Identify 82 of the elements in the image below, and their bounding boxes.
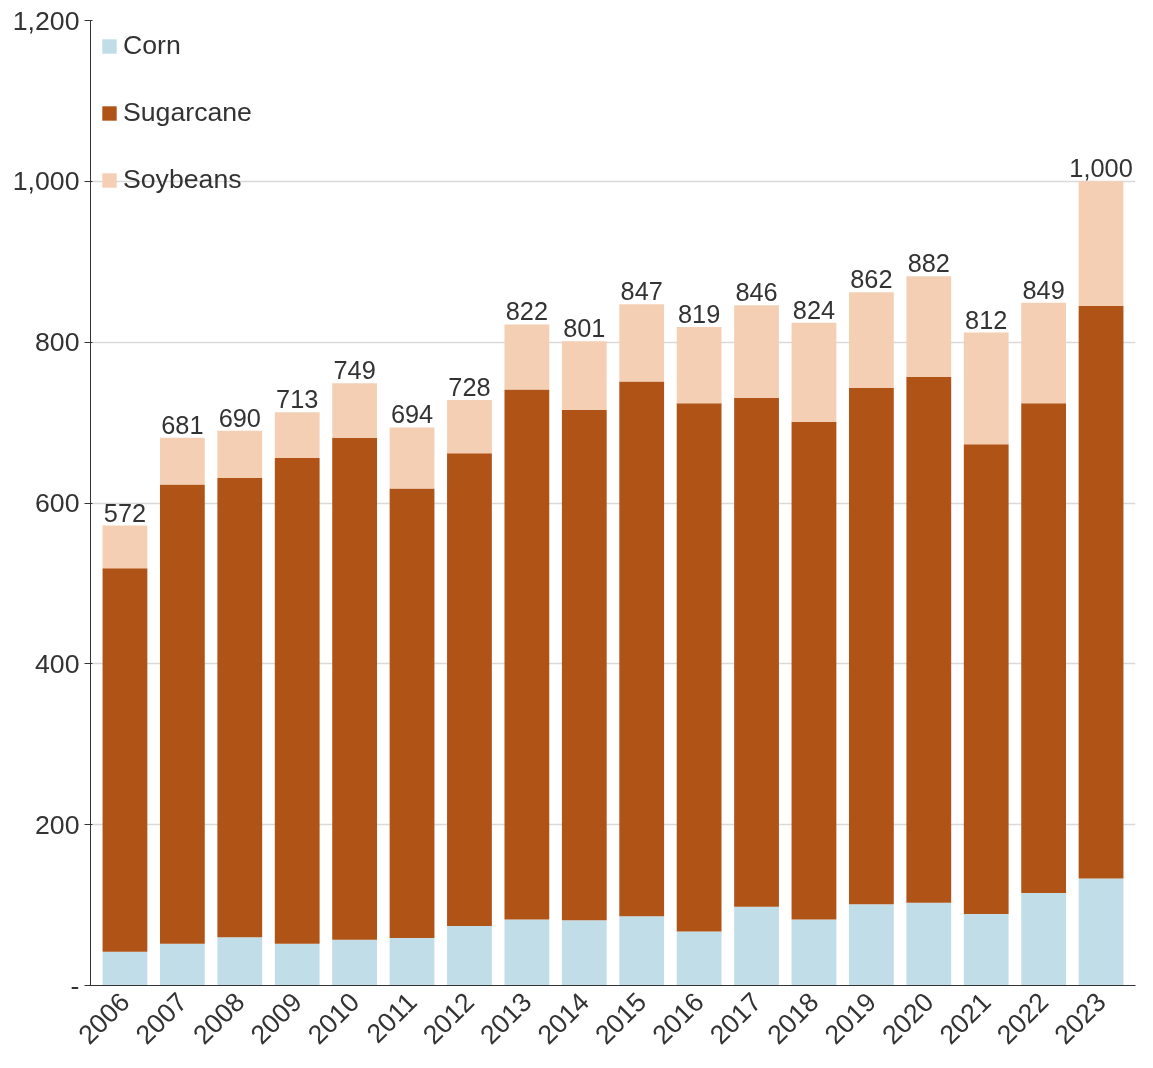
y-tick-label: 1,200 [12, 5, 80, 36]
bar [504, 919, 550, 986]
bar [848, 388, 894, 905]
legend-label: Corn [123, 30, 181, 61]
bar [619, 381, 665, 917]
bar [447, 400, 492, 454]
bar [791, 421, 837, 920]
total-label: 572 [103, 498, 147, 527]
bar [102, 568, 148, 952]
bar [791, 919, 837, 986]
bar [791, 322, 837, 422]
total-label: 728 [448, 373, 491, 402]
bar [389, 938, 435, 986]
bar [676, 403, 722, 932]
bar [963, 444, 1009, 914]
bar [1021, 403, 1067, 894]
bar [676, 326, 722, 404]
bar [102, 525, 148, 569]
bar [1078, 181, 1124, 306]
total-label: 824 [792, 295, 836, 324]
bar [217, 937, 263, 986]
total-label: 862 [850, 265, 893, 294]
bar [1078, 305, 1124, 879]
bar [963, 913, 1009, 986]
bar [963, 332, 1009, 445]
bar [159, 484, 205, 944]
bar [332, 437, 378, 940]
bar [1021, 893, 1067, 986]
total-label: 819 [678, 299, 721, 328]
y-tick-label: 800 [35, 327, 80, 358]
bar [906, 376, 952, 903]
total-label: 846 [735, 278, 778, 307]
total-label: 690 [218, 403, 261, 432]
total-label: 849 [1022, 275, 1065, 304]
bar [332, 383, 378, 438]
total-label: 822 [505, 297, 549, 326]
total-label: 882 [907, 249, 950, 278]
bar [447, 453, 492, 926]
bar [561, 920, 607, 986]
bar [159, 943, 205, 986]
bar [906, 276, 952, 377]
bar [274, 457, 320, 944]
bar [504, 324, 550, 390]
bar [734, 305, 779, 398]
total-label: 1,000 [1069, 154, 1133, 183]
total-label: 681 [161, 410, 204, 439]
y-tick-label: - [70, 970, 80, 1001]
y-tick-label: 1,000 [12, 166, 80, 197]
bar [1078, 878, 1124, 986]
legend-label: Sugarcane [123, 97, 252, 128]
bar [274, 412, 320, 458]
y-tick-label: 400 [35, 648, 80, 679]
bar [102, 951, 148, 986]
bar [1021, 302, 1067, 404]
total-label: 847 [620, 277, 663, 306]
bar [389, 488, 435, 939]
bar [848, 292, 894, 388]
bar [734, 397, 779, 907]
bar [159, 437, 205, 485]
total-label: 694 [390, 400, 434, 429]
bar [561, 409, 607, 921]
bar [619, 304, 665, 382]
bar [676, 931, 722, 986]
bar [734, 906, 779, 986]
bar [504, 389, 550, 920]
total-label: 749 [333, 356, 376, 385]
bar [274, 943, 320, 986]
bar [848, 904, 894, 986]
bar [447, 925, 492, 986]
y-tick-label: 200 [35, 809, 80, 840]
bar [561, 341, 607, 410]
bar [332, 939, 378, 986]
y-tick-label: 600 [35, 488, 80, 518]
total-label: 801 [563, 314, 606, 343]
bar [619, 916, 665, 986]
legend-label: Soybeans [123, 164, 242, 195]
bar [217, 430, 263, 479]
total-label: 713 [276, 385, 319, 414]
total-label: 812 [965, 305, 1008, 334]
bar [217, 478, 263, 938]
bar [906, 902, 952, 986]
bar [389, 427, 435, 489]
